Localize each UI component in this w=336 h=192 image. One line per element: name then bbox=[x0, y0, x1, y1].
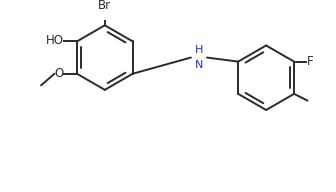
Text: O: O bbox=[54, 67, 64, 80]
Text: H: H bbox=[195, 45, 203, 55]
Text: F: F bbox=[307, 55, 313, 68]
Text: N: N bbox=[195, 60, 203, 70]
Text: HO: HO bbox=[45, 35, 64, 47]
Text: Br: Br bbox=[98, 0, 111, 12]
